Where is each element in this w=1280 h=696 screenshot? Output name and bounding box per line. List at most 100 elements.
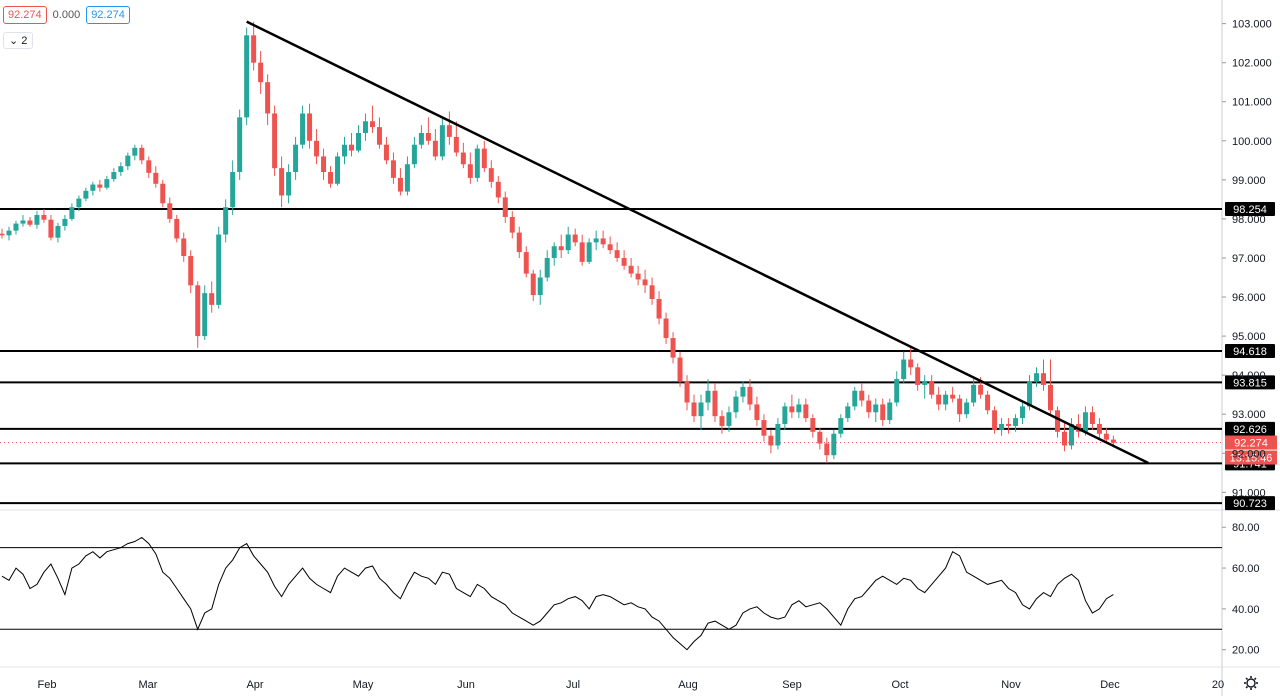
- candle-body: [34, 215, 40, 225]
- osc-tick-label: 20.00: [1232, 645, 1260, 657]
- candle-body: [314, 140, 320, 157]
- candle-body: [677, 357, 683, 382]
- candle-body: [628, 265, 634, 274]
- candle-body: [684, 381, 690, 403]
- candle-body: [1068, 423, 1074, 446]
- candle-body: [838, 418, 844, 434]
- price-tick-label: 93.000: [1232, 409, 1266, 421]
- candle-body: [97, 184, 103, 188]
- month-label: Nov: [1001, 679, 1021, 691]
- candle-body: [467, 164, 473, 178]
- candle-body: [1089, 412, 1095, 424]
- candle-body: [670, 338, 676, 358]
- candle-body: [1020, 406, 1026, 419]
- candle-body: [481, 148, 487, 169]
- candle-body: [600, 238, 606, 245]
- month-label: Jul: [566, 679, 580, 691]
- candle-body: [964, 402, 970, 415]
- candle-body: [859, 390, 865, 401]
- candle-body: [1006, 423, 1012, 426]
- candle-body: [383, 144, 389, 161]
- candle-body: [20, 220, 26, 224]
- candle-body: [474, 148, 480, 178]
- price-tick-label: 95.000: [1232, 331, 1266, 343]
- price-tick-label: 102.000: [1232, 58, 1272, 70]
- candle-body: [635, 273, 641, 280]
- candle-body: [48, 219, 54, 238]
- candle-body: [265, 82, 271, 114]
- osc-tick-label: 40.00: [1232, 604, 1260, 616]
- candlestick-series[interactable]: [0, 21, 1116, 464]
- month-label: Sep: [782, 679, 802, 691]
- candle-body: [796, 404, 802, 413]
- candle-body: [803, 404, 809, 419]
- level-badge: [1225, 375, 1275, 390]
- candle-body: [936, 394, 942, 405]
- candle-body: [789, 406, 795, 413]
- candle-body: [957, 398, 963, 415]
- candle-body: [978, 384, 984, 395]
- gear-tooth: [1253, 685, 1257, 689]
- gear-tooth: [1253, 677, 1257, 681]
- level-badge-label: 90.723: [1233, 498, 1267, 510]
- price-tick-label: 99.000: [1232, 175, 1266, 187]
- level-badge: [1225, 421, 1275, 436]
- month-label: Dec: [1100, 679, 1120, 691]
- level-badge: [1225, 201, 1275, 216]
- candle-body: [279, 168, 285, 196]
- candle-body: [425, 132, 431, 141]
- month-label: Aug: [678, 679, 698, 691]
- candle-body: [202, 293, 208, 337]
- candle-body: [1013, 418, 1019, 426]
- candle-body: [824, 443, 830, 456]
- price-tick-label: 97.000: [1232, 253, 1266, 265]
- candle-body: [866, 400, 872, 413]
- price-tick-label: 96.000: [1232, 292, 1266, 304]
- candle-body: [943, 394, 949, 405]
- candle-body: [642, 279, 648, 286]
- candle-body: [614, 250, 620, 258]
- candle-body: [181, 238, 187, 257]
- price-tick-label: 101.000: [1232, 97, 1272, 109]
- candle-body: [929, 381, 935, 395]
- candle-body: [153, 172, 159, 184]
- candle-body: [810, 418, 816, 432]
- candle-body: [90, 184, 96, 191]
- oscillator-pane[interactable]: [0, 536, 1222, 651]
- gear-ring: [1246, 678, 1256, 688]
- candle-body: [705, 390, 711, 403]
- candle-body: [775, 423, 781, 446]
- candle-body: [593, 238, 599, 243]
- candle-body: [495, 181, 501, 198]
- collapse-indicators-button[interactable]: ⌄ 2: [3, 32, 34, 49]
- candle-body: [523, 252, 529, 274]
- level-badge: [1225, 344, 1275, 359]
- candle-body: [13, 223, 19, 231]
- trendline: [246, 20, 1149, 465]
- price-tick-label: 98.000: [1232, 214, 1266, 226]
- candle-body: [901, 359, 907, 380]
- candle-body: [922, 381, 928, 385]
- candle-body: [880, 404, 886, 421]
- candle-body: [558, 246, 564, 251]
- ohlc-legend: 92.274 0.000 92.274: [3, 6, 130, 24]
- candle-body: [1027, 381, 1033, 407]
- change-value: 0.000: [52, 9, 81, 21]
- candle-body: [1048, 384, 1053, 411]
- candle-body: [446, 125, 452, 137]
- osc-tick-label: 80.00: [1232, 522, 1260, 534]
- gear-icon[interactable]: [1244, 676, 1258, 690]
- candle-body: [733, 396, 739, 413]
- close-value: 92.274: [86, 6, 130, 24]
- candle-body: [999, 423, 1005, 430]
- candle-body: [411, 144, 417, 165]
- candle-body: [272, 113, 278, 169]
- trendlines[interactable]: [246, 20, 1149, 465]
- candle-body: [572, 234, 578, 243]
- candle-body: [1061, 431, 1067, 446]
- candle-body: [768, 435, 774, 446]
- candle-body: [1041, 373, 1047, 385]
- candle-body: [174, 218, 180, 239]
- candle-body: [740, 386, 746, 397]
